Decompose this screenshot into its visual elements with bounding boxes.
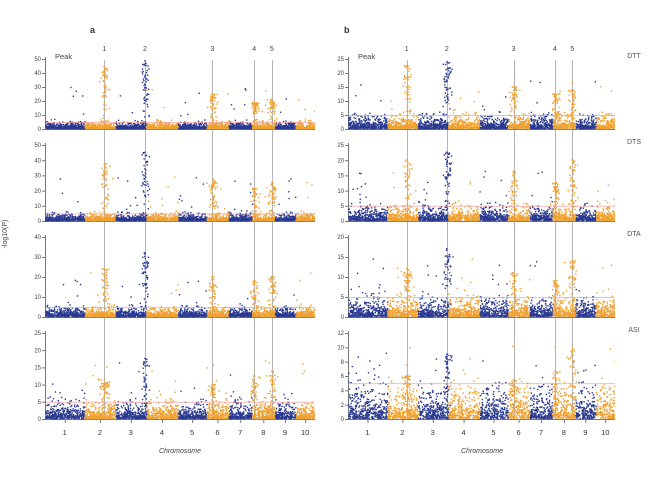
row-label-dtt: DTT: [627, 53, 641, 60]
chromosome-label-8-b: 8: [561, 428, 566, 437]
manhattan-panel-b-asi: [324, 326, 615, 425]
peak-2-number-label-a: 2: [142, 46, 147, 53]
peak-5-number-label-b: 5: [570, 46, 575, 53]
manhattan-panel-a-dts: [21, 138, 315, 227]
chromosome-label-2-a: 2: [97, 428, 103, 437]
chromosome-label-7-a: 7: [238, 428, 243, 437]
peak-1-number-label-b: 1: [404, 46, 409, 53]
chromosome-label-9-a: 9: [282, 428, 288, 437]
chromosome-label-6-b: 6: [516, 428, 521, 437]
chromosome-label-6-a: 6: [215, 428, 220, 437]
chromosome-label-1-a: 1: [62, 428, 67, 437]
chromosome-label-3-b: 3: [430, 428, 435, 437]
peak-4-number-label-a: 4: [252, 46, 257, 53]
peak-header-b: Peak: [358, 52, 376, 61]
chromosome-axis-b: 1 2 3 4 5 6 7 8 9 10: [348, 428, 615, 440]
chromosome-axis-a: 1 2 3 4 5 6 7 8 9 10: [45, 428, 315, 440]
chromosome-label-1-b: 1: [365, 428, 370, 437]
peak-2-number-label-b: 2: [444, 46, 449, 53]
x-axis-title-b: Chromosome: [460, 448, 503, 455]
row-label-asi: ASI: [628, 327, 640, 334]
peak-5-number-label-a: 5: [269, 46, 274, 53]
chromosome-label-7-b: 7: [538, 428, 544, 437]
chromosome-label-5-a: 5: [190, 428, 195, 437]
manhattan-panel-a-dtt: [21, 52, 315, 135]
peak-header-a: Peak: [55, 52, 73, 61]
chromosome-label-10-b: 10: [601, 428, 610, 437]
chromosome-label-3-a: 3: [128, 428, 133, 437]
manhattan-panel-b-dtt: [324, 52, 615, 135]
chromosome-label-4-a: 4: [159, 428, 164, 437]
panel-letter-a: a: [90, 25, 96, 35]
peak-4-number-label-b: 4: [552, 46, 557, 53]
peak-3-number-label-a: 3: [210, 46, 215, 53]
peak-1-number-label-a: 1: [102, 46, 107, 53]
x-axis-title-a: Chromosome: [158, 448, 201, 455]
chromosome-label-5-b: 5: [491, 428, 496, 437]
chromosome-label-8-a: 8: [261, 428, 266, 437]
manhattan-panel-a-dta: [21, 230, 315, 323]
panel-letter-b: b: [344, 25, 350, 35]
manhattan-panel-b-dta: [324, 230, 615, 323]
chromosome-label-10-a: 10: [300, 428, 310, 437]
row-label-dts: DTS: [627, 139, 641, 146]
y-axis-title: -log10(P): [2, 219, 9, 249]
manhattan-panel-a-asi: [21, 326, 315, 425]
manhattan-panel-b-dts: [324, 138, 615, 227]
peak-3-number-label-b: 3: [511, 46, 516, 53]
chromosome-label-2-b: 2: [400, 428, 405, 437]
chromosome-label-4-b: 4: [461, 428, 466, 437]
row-label-dta: DTA: [627, 231, 641, 238]
chromosome-label-9-b: 9: [583, 428, 588, 437]
